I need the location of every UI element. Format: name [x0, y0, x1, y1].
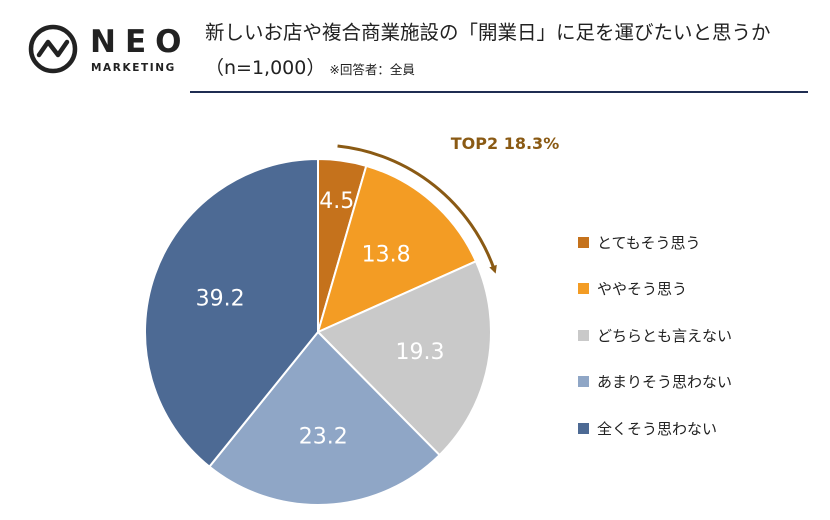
legend-label: あまりそう思わない: [597, 373, 733, 391]
pie-slice: [208, 330, 441, 506]
sample-size: （n=1,000）: [205, 57, 326, 79]
top2-arrow: [337, 144, 497, 274]
legend-label: とてもそう思う: [597, 233, 701, 252]
pie-slice: [316, 259, 492, 457]
slice-value-label: 4.5: [319, 189, 354, 214]
logo: NEO MARKETING: [28, 22, 188, 82]
slice-value-label: 39.2: [196, 286, 245, 311]
slice-value-label: 19.3: [396, 340, 445, 365]
page-title: 新しいお店や複合商業施設の「開業日」に足を運びたいと思うか: [205, 21, 771, 44]
legend-item: 全くそう思わない: [578, 416, 732, 440]
logo-sub-text: MARKETING: [91, 62, 176, 74]
neo-logo-icon: [28, 24, 78, 74]
legend-label: 全くそう思わない: [597, 419, 718, 438]
legend-item: どちらとも言えない: [578, 323, 732, 347]
legend-swatch: [578, 329, 589, 341]
slice-value-label: 23.2: [299, 425, 348, 450]
pie-slice: [144, 157, 319, 469]
legend-item: とてもそう思う: [578, 230, 732, 254]
slice-value-label: 13.8: [362, 243, 411, 268]
legend: とてもそう思う ややそう思うどちらとも言えない あまりそう思わない 全くそう思わない: [578, 230, 732, 463]
legend-swatch: [578, 422, 589, 434]
subtitle: （n=1,000） ※回答者：全員: [205, 53, 415, 80]
legend-item: ややそう思う: [578, 277, 732, 301]
header-divider: [190, 91, 808, 93]
legend-swatch: [578, 376, 589, 387]
legend-swatch: [578, 236, 589, 248]
legend-label: ややそう思う: [597, 280, 688, 298]
pie-slice: [316, 164, 478, 334]
legend-swatch: [578, 283, 589, 294]
top2-annotation: TOP2 18.3%: [451, 134, 559, 153]
logo-brand-text: NEO: [90, 24, 191, 60]
legend-label: どちらとも言えない: [597, 326, 733, 345]
respondent-note: ※回答者：全員: [329, 62, 415, 77]
legend-item: あまりそう思わない: [578, 370, 732, 394]
